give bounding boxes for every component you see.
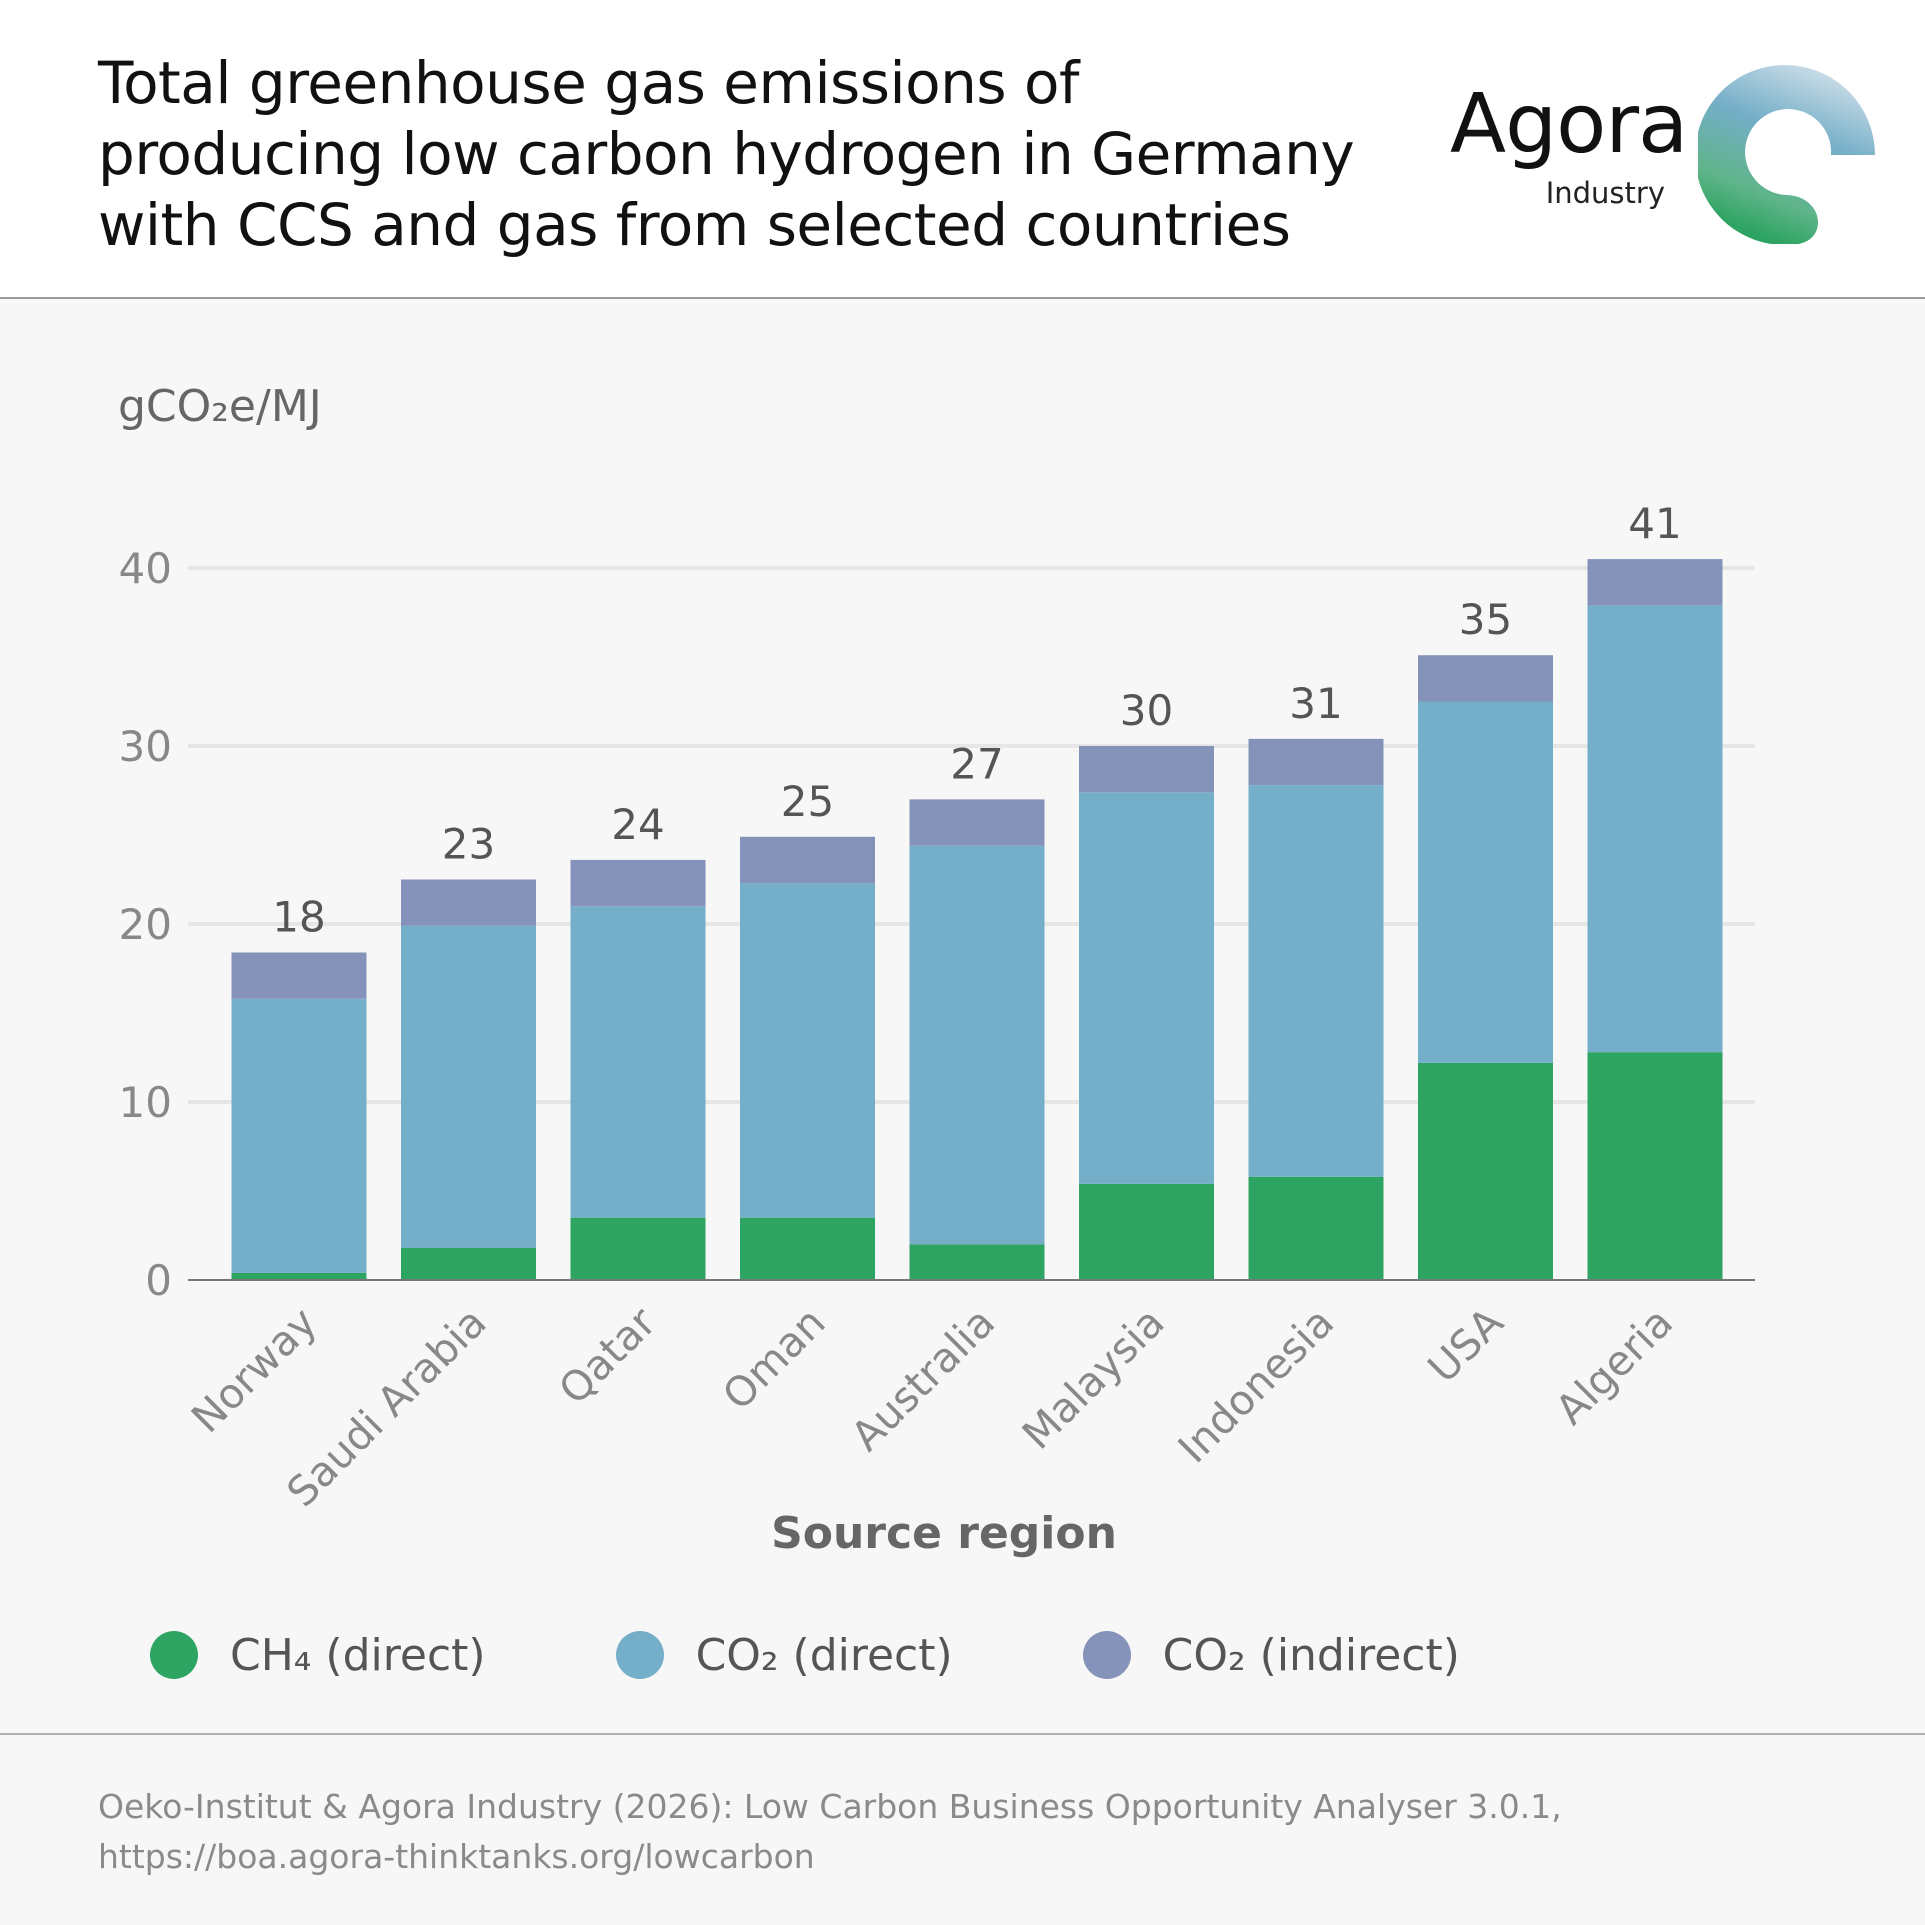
legend-label: CO₂ (indirect): [1162, 1629, 1460, 1681]
logo-name: Agora: [1450, 77, 1688, 172]
x-tick-label: Oman: [713, 1298, 834, 1419]
y-tick-label: 10: [119, 1078, 172, 1127]
title-line: producing low carbon hydrogen in Germany: [98, 120, 1355, 188]
logo-sub: Industry: [1545, 176, 1665, 210]
bar-segment: [401, 879, 536, 926]
x-tick-label: USA: [1419, 1298, 1513, 1392]
legend: CH₄ (direct) CO₂ (direct) CO₂ (indirect): [150, 1625, 1590, 1685]
y-tick-label: 20: [119, 900, 172, 949]
header: Total greenhouse gas emissions of produc…: [0, 0, 1925, 299]
x-tick-label: Malaysia: [1013, 1298, 1174, 1459]
source-note: Oeko-Institut & Agora Industry (2026): L…: [98, 1782, 1798, 1882]
bar-segment: [1248, 785, 1384, 1177]
bar-segment: [1248, 738, 1384, 786]
y-tick-label: 30: [119, 722, 172, 771]
bar-segment: [1079, 792, 1214, 1184]
bar-segment: [1248, 1176, 1384, 1280]
chart-title: Total greenhouse gas emissions of produc…: [98, 48, 1428, 261]
title-line: with CCS and gas from selected countries: [98, 191, 1291, 259]
bar-segment: [1587, 605, 1723, 1053]
bar-total-label: 35: [1459, 595, 1512, 644]
footer-divider: [0, 1733, 1925, 1735]
legend-label: CH₄ (direct): [230, 1629, 486, 1681]
bar-segment: [1587, 559, 1723, 606]
x-tick-label: Australia: [842, 1298, 1004, 1460]
x-tick-label: Algeria: [1546, 1298, 1682, 1434]
bar-total-label: 25: [781, 777, 834, 826]
legend-swatch: [150, 1631, 198, 1679]
bar-segment: [231, 1272, 367, 1280]
legend-item-co2-indirect: CO₂ (indirect): [1082, 1629, 1460, 1681]
title-line: Total greenhouse gas emissions of: [98, 49, 1079, 117]
bar-segment: [570, 859, 706, 907]
bar-segment: [231, 998, 367, 1273]
bar-total-label: 18: [272, 892, 325, 941]
bar-segment: [1418, 1062, 1553, 1280]
bar-total-label: 30: [1120, 686, 1173, 735]
x-tick-label: Qatar: [549, 1298, 665, 1414]
bar-segment: [401, 925, 536, 1248]
source-line: Oeko-Institut & Agora Industry (2026): L…: [98, 1787, 1562, 1826]
x-tick-label: Norway: [182, 1298, 326, 1442]
bar-segment: [740, 836, 875, 884]
y-unit-label: gCO₂e/MJ: [118, 381, 322, 432]
bar-segment: [570, 906, 706, 1218]
y-tick-labels: 0 10 20 30 40: [119, 544, 172, 1305]
y-tick-label: 40: [119, 544, 172, 593]
chart: gCO₂e/MJ 0 10 20 30 40 18 23 24 25 27 30 31 35 41 No…: [118, 381, 1755, 1559]
y-tick-label: 0: [145, 1256, 172, 1305]
x-tick-label: Indonesia: [1169, 1298, 1343, 1472]
source-line: https://boa.agora-thinktanks.org/lowcarb…: [98, 1837, 815, 1876]
bar-segment: [570, 1217, 706, 1280]
bar-segment: [1418, 655, 1553, 702]
legend-label: CO₂ (direct): [695, 1629, 953, 1681]
bar-total-label: 41: [1628, 499, 1681, 548]
agora-c-logo-icon: [1698, 65, 1875, 244]
bar-totals: 18 23 24 25 27 30 31 35 41: [272, 499, 1681, 941]
bar-total-label: 31: [1289, 679, 1342, 728]
x-axis-label: Source region: [771, 1508, 1117, 1559]
bars: [231, 559, 1723, 1280]
bar-segment: [1418, 701, 1553, 1063]
bar-total-label: 23: [442, 820, 495, 869]
bar-segment: [1079, 1183, 1214, 1280]
legend-item-ch4-direct: CH₄ (direct): [150, 1630, 486, 1681]
bar-segment: [909, 1244, 1045, 1280]
bar-segment: [909, 845, 1045, 1245]
bar-total-label: 24: [611, 800, 664, 849]
bar-segment: [740, 1217, 875, 1280]
bar-segment: [740, 883, 875, 1218]
bar-segment: [1587, 1052, 1723, 1280]
legend-swatch: [1082, 1631, 1131, 1679]
bar-segment: [231, 952, 367, 999]
bar-total-label: 27: [950, 739, 1003, 788]
bar-segment: [909, 799, 1045, 846]
legend-item-co2-direct: CO₂ (direct): [615, 1629, 953, 1681]
bar-segment: [1079, 746, 1214, 793]
legend-swatch: [615, 1631, 664, 1679]
bar-segment: [401, 1247, 536, 1280]
